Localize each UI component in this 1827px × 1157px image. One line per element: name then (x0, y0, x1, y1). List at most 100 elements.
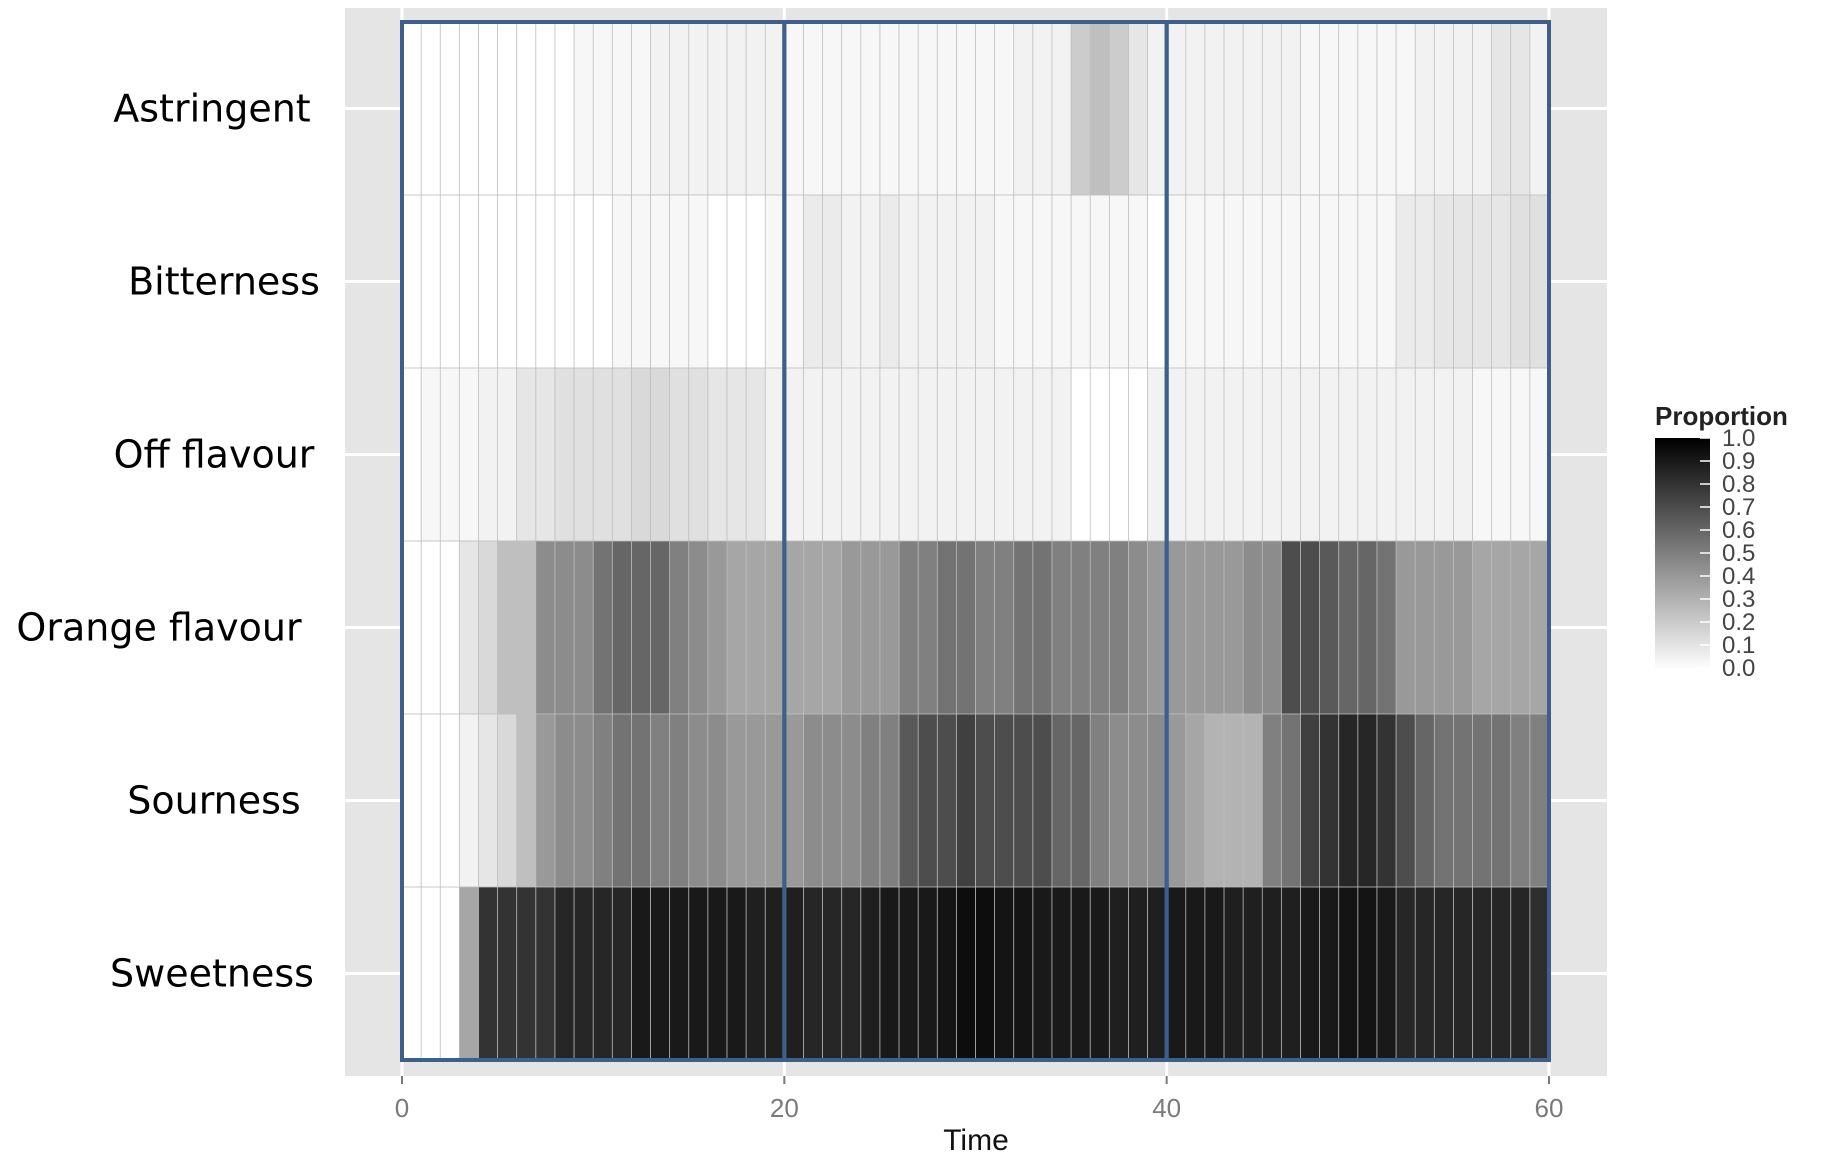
heatmap-cell (1261, 194, 1283, 369)
heatmap-cell (764, 194, 786, 369)
heatmap-cell (745, 367, 766, 542)
heatmap-cell (1089, 713, 1111, 888)
heatmap-cell (1280, 194, 1302, 369)
heatmap-cell (401, 21, 422, 196)
heatmap-cell (975, 21, 996, 196)
heatmap-cell (669, 540, 690, 715)
heatmap-cell (975, 540, 996, 715)
heatmap-cell (420, 194, 441, 369)
heatmap-cell (783, 194, 805, 369)
heatmap-cell (1414, 21, 1436, 196)
heatmap-cell (1089, 194, 1111, 369)
heatmap-cell (611, 540, 633, 715)
heatmap-cell (1204, 713, 1225, 888)
heatmap-cell (803, 367, 824, 542)
heatmap-cell (1070, 886, 1091, 1061)
heatmap-cell (707, 367, 728, 542)
heatmap-cell (1510, 194, 1531, 369)
x-tick-label: 0 (395, 1093, 409, 1123)
heatmap-cell (631, 194, 652, 369)
heatmap-cell (1491, 194, 1512, 369)
heatmap-cell (611, 194, 633, 369)
heatmap-cell (1300, 886, 1321, 1061)
heatmap-cell (1338, 540, 1359, 715)
heatmap-cell (1089, 367, 1111, 542)
heatmap-cell (1300, 540, 1321, 715)
heatmap-cell (592, 540, 613, 715)
heatmap-cell (535, 713, 556, 888)
heatmap-cell (1032, 713, 1053, 888)
heatmap-cell (1185, 540, 1206, 715)
heatmap-cell (1453, 21, 1474, 196)
heatmap-cell (554, 21, 575, 196)
heatmap-cell (822, 886, 843, 1061)
heatmap-cell (1491, 367, 1512, 542)
heatmap-cell (936, 367, 958, 542)
heatmap-cell (554, 713, 575, 888)
legend-tick-label: 0.2 (1722, 609, 1755, 636)
heatmap-cell (841, 540, 862, 715)
heatmap-cell (726, 886, 747, 1061)
heatmap-cell (1051, 21, 1072, 196)
heatmap-cell (458, 886, 480, 1061)
heatmap-cell (1261, 21, 1283, 196)
heatmap-cell (458, 540, 480, 715)
heatmap-cell (975, 886, 996, 1061)
heatmap-cell (917, 713, 938, 888)
heatmap-cell (1128, 194, 1149, 369)
heatmap-cell (516, 886, 537, 1061)
heatmap-cell (1414, 886, 1436, 1061)
heatmap-cell (611, 367, 633, 542)
heatmap-cell (1395, 886, 1416, 1061)
heatmap-cell (1280, 713, 1302, 888)
heatmap-cell (1472, 21, 1493, 196)
heatmap-cell (841, 21, 862, 196)
heatmap-cell (1510, 540, 1531, 715)
heatmap-cell (1089, 21, 1111, 196)
legend-tick-label: 0.8 (1722, 471, 1755, 498)
heatmap-cell (1319, 540, 1340, 715)
heatmap-cell (478, 21, 499, 196)
heatmap-cell (1414, 713, 1436, 888)
heatmap-cell (707, 21, 728, 196)
heatmap-cell (1032, 886, 1053, 1061)
heatmap-cell (841, 194, 862, 369)
heatmap-cell (1185, 713, 1206, 888)
heatmap-cell (1472, 194, 1493, 369)
legend-tick-label: 0.4 (1722, 563, 1755, 590)
heatmap-cell (1128, 886, 1149, 1061)
heatmap-cell (1529, 540, 1550, 715)
heatmap-cell (841, 886, 862, 1061)
heatmap-cell (1300, 194, 1321, 369)
heatmap-cell (401, 886, 422, 1061)
heatmap-cell (745, 21, 766, 196)
heatmap-cell (401, 194, 422, 369)
heatmap-cell (975, 194, 996, 369)
heatmap-cell (573, 540, 594, 715)
heatmap-cell (1338, 713, 1359, 888)
heatmap-cell (1128, 367, 1149, 542)
heatmap-cell (1319, 367, 1340, 542)
legend-tick-label: 0.5 (1722, 540, 1755, 567)
heatmap-cell (631, 21, 652, 196)
heatmap-cell (955, 713, 977, 888)
heatmap-cell (439, 367, 461, 542)
heatmap-cell (1357, 194, 1378, 369)
heatmap-cell (860, 713, 881, 888)
heatmap-cell (994, 194, 1015, 369)
heatmap-cell (1204, 540, 1225, 715)
heatmap-cell (1166, 713, 1187, 888)
heatmap-cell (1529, 367, 1550, 542)
heatmap-cell (803, 194, 824, 369)
heatmap-cell (1491, 21, 1512, 196)
heatmap-cell (994, 713, 1015, 888)
heatmap-cell (1032, 367, 1053, 542)
heatmap-cell (917, 194, 938, 369)
heatmap-cell (803, 713, 824, 888)
heatmap-cell (1108, 194, 1130, 369)
heatmap-cell (1032, 194, 1053, 369)
heatmap-cell (764, 713, 786, 888)
heatmap-cell (1013, 367, 1034, 542)
heatmap-cell (1070, 367, 1091, 542)
heatmap-cell (1395, 367, 1416, 542)
